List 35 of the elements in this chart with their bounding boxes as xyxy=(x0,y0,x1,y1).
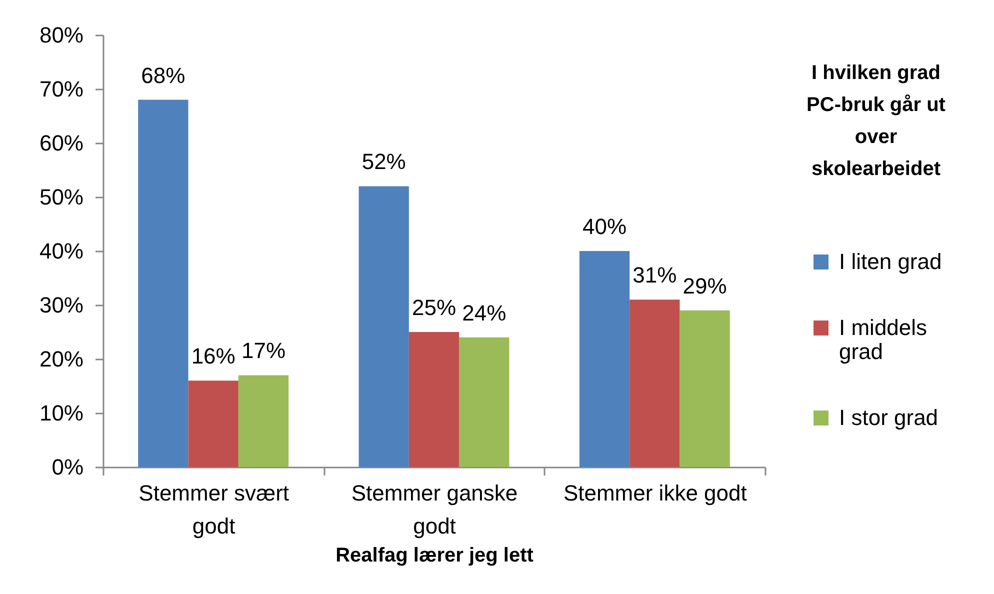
legend-label: I liten grad xyxy=(839,249,942,274)
y-tick-label: 40% xyxy=(39,238,84,264)
x-tick-label: Stemmer ikke godt xyxy=(563,480,747,506)
data-label: 24% xyxy=(462,300,506,326)
x-axis-title: Realfag lærer jeg lett xyxy=(336,544,534,566)
y-tick-label: 20% xyxy=(39,346,84,372)
legend-label: I stor grad xyxy=(839,405,938,430)
x-tick-label: Stemmer svært godt xyxy=(138,480,290,538)
bar xyxy=(408,332,460,467)
data-label: 16% xyxy=(191,344,236,369)
bar xyxy=(630,300,680,467)
legend-label: I middels grad xyxy=(839,315,928,364)
bar xyxy=(238,375,289,467)
y-tick-label: 80% xyxy=(39,22,84,48)
bar xyxy=(138,100,188,467)
data-label: 29% xyxy=(682,273,727,298)
legend-title: I hvilken grad PC-bruk går ut over skolearbeidet xyxy=(806,62,946,180)
bar xyxy=(188,380,238,467)
data-label: 31% xyxy=(632,262,677,288)
data-label: 68% xyxy=(141,62,186,88)
y-tick-label: 50% xyxy=(39,184,84,210)
y-tick-label: 10% xyxy=(39,400,84,426)
bar xyxy=(459,337,510,467)
bar xyxy=(579,251,630,467)
y-tick-label: 0% xyxy=(52,454,84,480)
y-tick-label: 30% xyxy=(39,292,84,318)
y-tick-label: 70% xyxy=(39,76,84,102)
data-label: 17% xyxy=(241,338,286,364)
data-label: 52% xyxy=(362,149,406,174)
bar xyxy=(358,186,409,467)
x-tick-label: Stemmer ganske godt xyxy=(351,480,518,538)
bar xyxy=(680,310,730,467)
y-tick-label: 60% xyxy=(39,130,84,156)
data-label: 40% xyxy=(582,214,627,239)
data-label: 25% xyxy=(412,295,456,320)
